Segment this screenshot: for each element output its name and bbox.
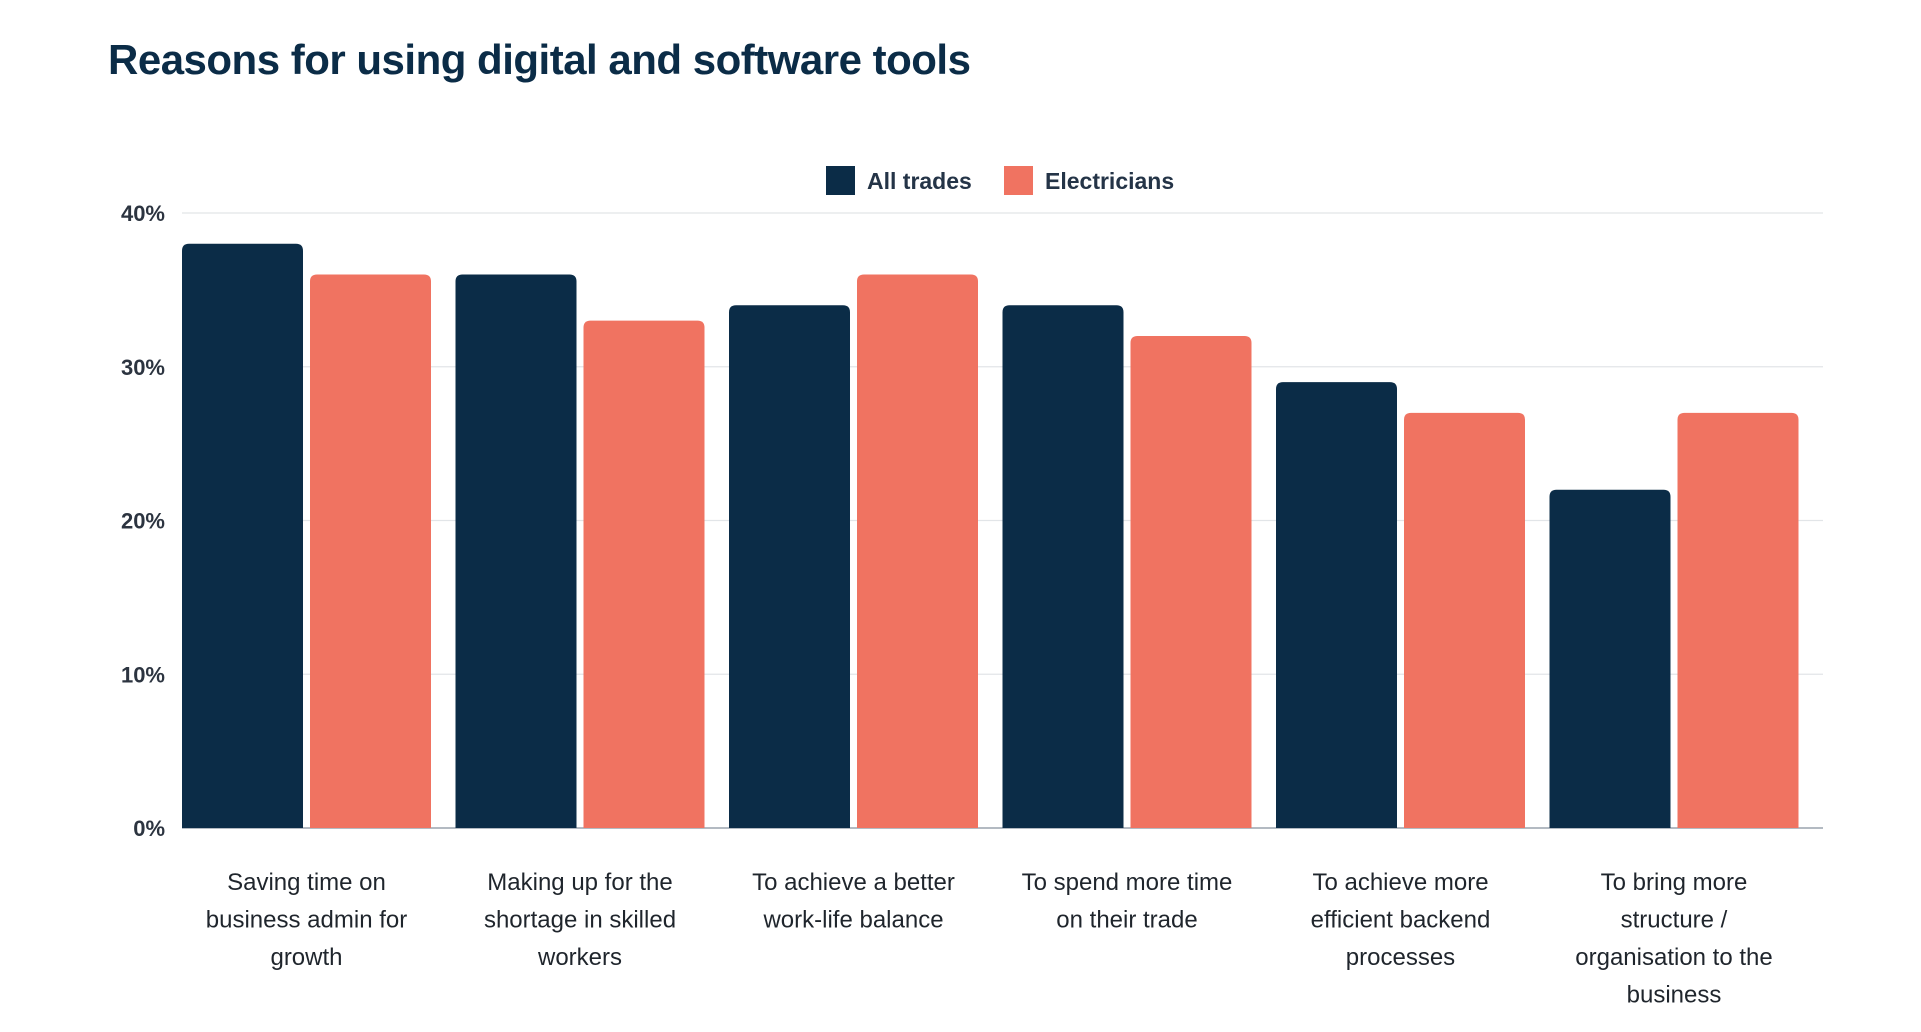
x-tick-label: To spend more time on their trade bbox=[1022, 869, 1233, 934]
bar-electricians bbox=[1130, 336, 1252, 828]
bar-all-trades bbox=[1276, 382, 1397, 828]
y-tick-label: 20% bbox=[121, 509, 165, 534]
y-tick-label: 0% bbox=[133, 816, 165, 841]
bar-electricians bbox=[1677, 412, 1799, 828]
x-tick-label: Saving time on business admin for growth bbox=[206, 869, 407, 971]
legend-label: Electricians bbox=[1045, 168, 1174, 194]
y-tick-label: 30% bbox=[121, 355, 165, 380]
bar-electricians bbox=[583, 320, 705, 828]
bar-all-trades bbox=[455, 274, 577, 828]
bar-electricians bbox=[310, 274, 431, 828]
bar-all-trades bbox=[182, 243, 303, 828]
y-tick-label: 40% bbox=[121, 201, 165, 226]
legend-swatch bbox=[1004, 166, 1033, 195]
x-tick-label: To achieve a better work-life balance bbox=[752, 869, 955, 934]
bar-all-trades bbox=[729, 305, 850, 828]
x-tick-label: To achieve more efficient backend processe… bbox=[1311, 869, 1491, 971]
x-tick-label: To bring more structure / organisation to … bbox=[1575, 869, 1772, 1009]
y-tick-label: 10% bbox=[121, 662, 165, 687]
bar-electricians bbox=[857, 274, 978, 828]
bars bbox=[182, 243, 1799, 828]
bar-all-trades bbox=[1549, 489, 1671, 828]
legend: All trades Electricians bbox=[826, 166, 1174, 195]
chart-title: Reasons for using digital and software t… bbox=[108, 36, 971, 83]
legend-label: All trades bbox=[867, 168, 972, 194]
bar-electricians bbox=[1404, 412, 1525, 828]
legend-swatch bbox=[826, 166, 855, 195]
y-axis-ticks: 0% 10% 20% 30% 40% bbox=[121, 201, 165, 841]
bar-all-trades bbox=[1002, 305, 1124, 828]
x-axis-labels: Saving time on business admin for growth Ma… bbox=[206, 869, 1773, 1009]
x-tick-label: Making up for the shortage in skilled work… bbox=[484, 869, 676, 971]
